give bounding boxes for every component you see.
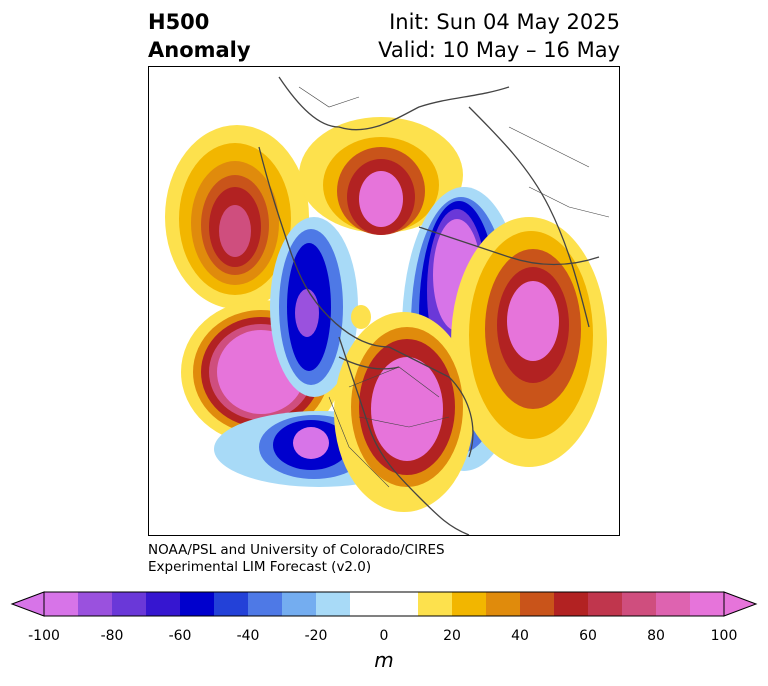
credit-line2: Experimental LIM Forecast (v2.0) [148,559,372,575]
colorbar-cell [418,592,453,616]
colorbar-tick-label: -40 [236,628,260,644]
colorbar-cell [180,592,215,616]
colorbar-tick-label: 100 [710,628,738,644]
title-line1: H500 [148,10,210,34]
political-boundaries [298,86,610,488]
colorbar-cell [690,592,725,616]
credit-line1: NOAA/PSL and University of Colorado/CIRE… [148,542,445,558]
colorbar-extend-left [10,591,45,617]
colorbar-cell [554,592,589,616]
colorbar-cell [622,592,657,616]
colorbar-cell [78,592,113,616]
colorbar-cell [282,592,317,616]
colorbar-tick-label: 80 [647,628,665,644]
colorbar-unit: m [374,648,394,672]
colorbar-cell [656,592,691,616]
anomaly-map [148,66,620,536]
valid-range: Valid: 10 May – 16 May [378,38,620,62]
anomaly-high-bering [165,125,309,309]
colorbar-cell [520,592,555,616]
colorbar-tick-label: -60 [168,628,192,644]
colorbar-cell [316,592,351,616]
colorbar-tick-label: 60 [579,628,597,644]
credit-text: NOAA/PSL and University of Colorado/CIRE… [148,542,445,576]
colorbar-cell [214,592,249,616]
colorbar-cell [384,592,419,616]
anomaly-map-svg [165,76,610,535]
colorbar-cell [350,592,385,616]
colorbar-cell [452,592,487,616]
colorbar-tick-label: 0 [379,628,389,644]
anomaly-high-asia [334,305,474,512]
colorbar-tick-label: -20 [304,628,328,644]
anomaly-high-europe [299,117,463,235]
colorbar [10,591,758,617]
colorbar-tick-label: 40 [511,628,529,644]
colorbar-cell [486,592,521,616]
colorbar-cell [588,592,623,616]
title-line2: Anomaly [148,38,251,62]
colorbar-tick-label: 20 [443,628,461,644]
init-date: Init: Sun 04 May 2025 [389,10,620,34]
colorbar-cell [248,592,283,616]
forecast-dates: Init: Sun 04 May 2025 Valid: 10 May – 16… [378,8,620,64]
coastlines [258,76,600,535]
anomaly-high-asia-north [451,217,607,467]
colorbar-outline [43,591,725,617]
anomaly-low-siberia [270,217,358,397]
colorbar-cell [112,592,147,616]
colorbar-cell [146,592,181,616]
colorbar-cells [44,592,725,616]
colorbar-cell [44,592,79,616]
map-title: H500 Anomaly [148,8,251,64]
colorbar-extend-right [723,591,758,617]
colorbar-tick-label: -80 [100,628,124,644]
colorbar-tick-label: -100 [28,628,60,644]
